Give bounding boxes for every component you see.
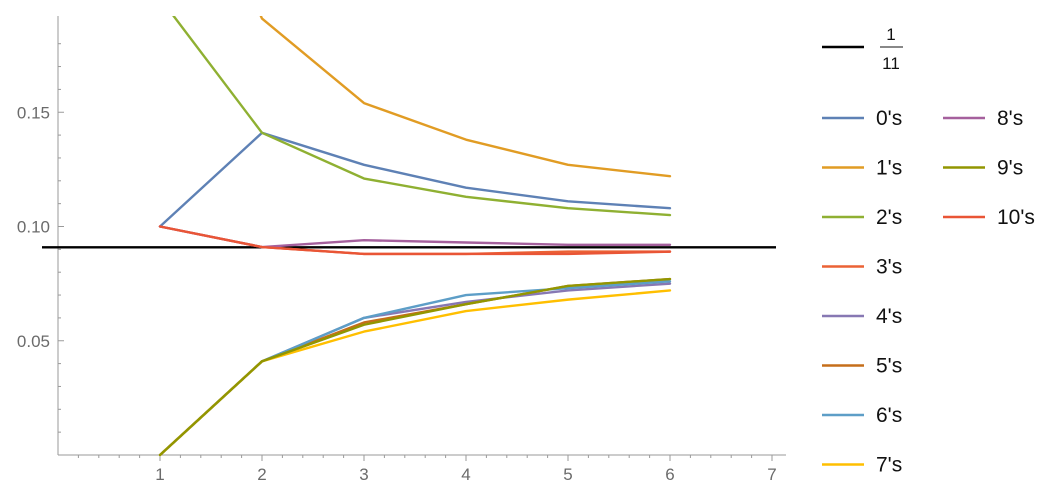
legend-item-9: 9's	[943, 157, 1023, 180]
x-tick-label: 6	[665, 465, 674, 484]
legend-item-3: 3's	[822, 256, 902, 279]
legend-label-7: 7's	[876, 454, 902, 477]
series-line-6	[158, 280, 672, 457]
series-line-9	[158, 277, 672, 457]
legend-label-9: 9's	[997, 157, 1023, 180]
y-tick-label: 0.10	[17, 218, 50, 237]
plot-area: 1 2 3 4 5 6 7 0.05 0.10 0.15	[17, 16, 786, 484]
legend-label-6: 6's	[876, 404, 902, 427]
legend-item-4: 4's	[822, 305, 902, 328]
legend-item-reference: 111	[822, 25, 903, 73]
x-tick-label: 4	[461, 465, 470, 484]
legend-fraction-denominator: 11	[882, 54, 900, 73]
y-tick-label: 0.15	[17, 103, 50, 122]
legend-item-6: 6's	[822, 404, 902, 427]
legend-item-10: 10's	[943, 206, 1035, 229]
y-tick-label: 0.05	[17, 332, 50, 351]
legend-item-8: 8's	[943, 107, 1023, 130]
series-line-8	[158, 225, 672, 249]
legend-item-0: 0's	[822, 107, 902, 130]
series-line-0	[158, 131, 672, 228]
x-tick-label: 5	[563, 465, 572, 484]
legend-label-10: 10's	[997, 206, 1035, 229]
legend-label-0: 0's	[876, 107, 902, 130]
x-tick-label: 2	[257, 465, 266, 484]
x-tick-label: 1	[155, 465, 164, 484]
series-line-2	[172, 16, 672, 217]
legend-label-1: 1's	[876, 157, 902, 180]
axes: 1 2 3 4 5 6 7 0.05 0.10 0.15	[17, 16, 786, 484]
legend-label-8: 8's	[997, 107, 1023, 130]
series-layer	[158, 16, 672, 457]
legend-item-5: 5's	[822, 355, 902, 378]
legend-label-2: 2's	[876, 206, 902, 229]
legend-fraction-numerator: 1	[886, 25, 895, 44]
legend-item-1: 1's	[822, 157, 902, 180]
series-line-4	[158, 282, 672, 457]
legend-label-3: 3's	[876, 256, 902, 279]
legend-item-2: 2's	[822, 206, 902, 229]
legend-label-4: 4's	[876, 305, 902, 328]
series-line-10	[158, 225, 672, 256]
x-tick-label: 7	[767, 465, 776, 484]
legend-item-7: 7's	[822, 454, 902, 477]
series-line-1	[259, 16, 672, 178]
legend-label-5: 5's	[876, 355, 902, 378]
x-tick-label: 3	[359, 465, 368, 484]
